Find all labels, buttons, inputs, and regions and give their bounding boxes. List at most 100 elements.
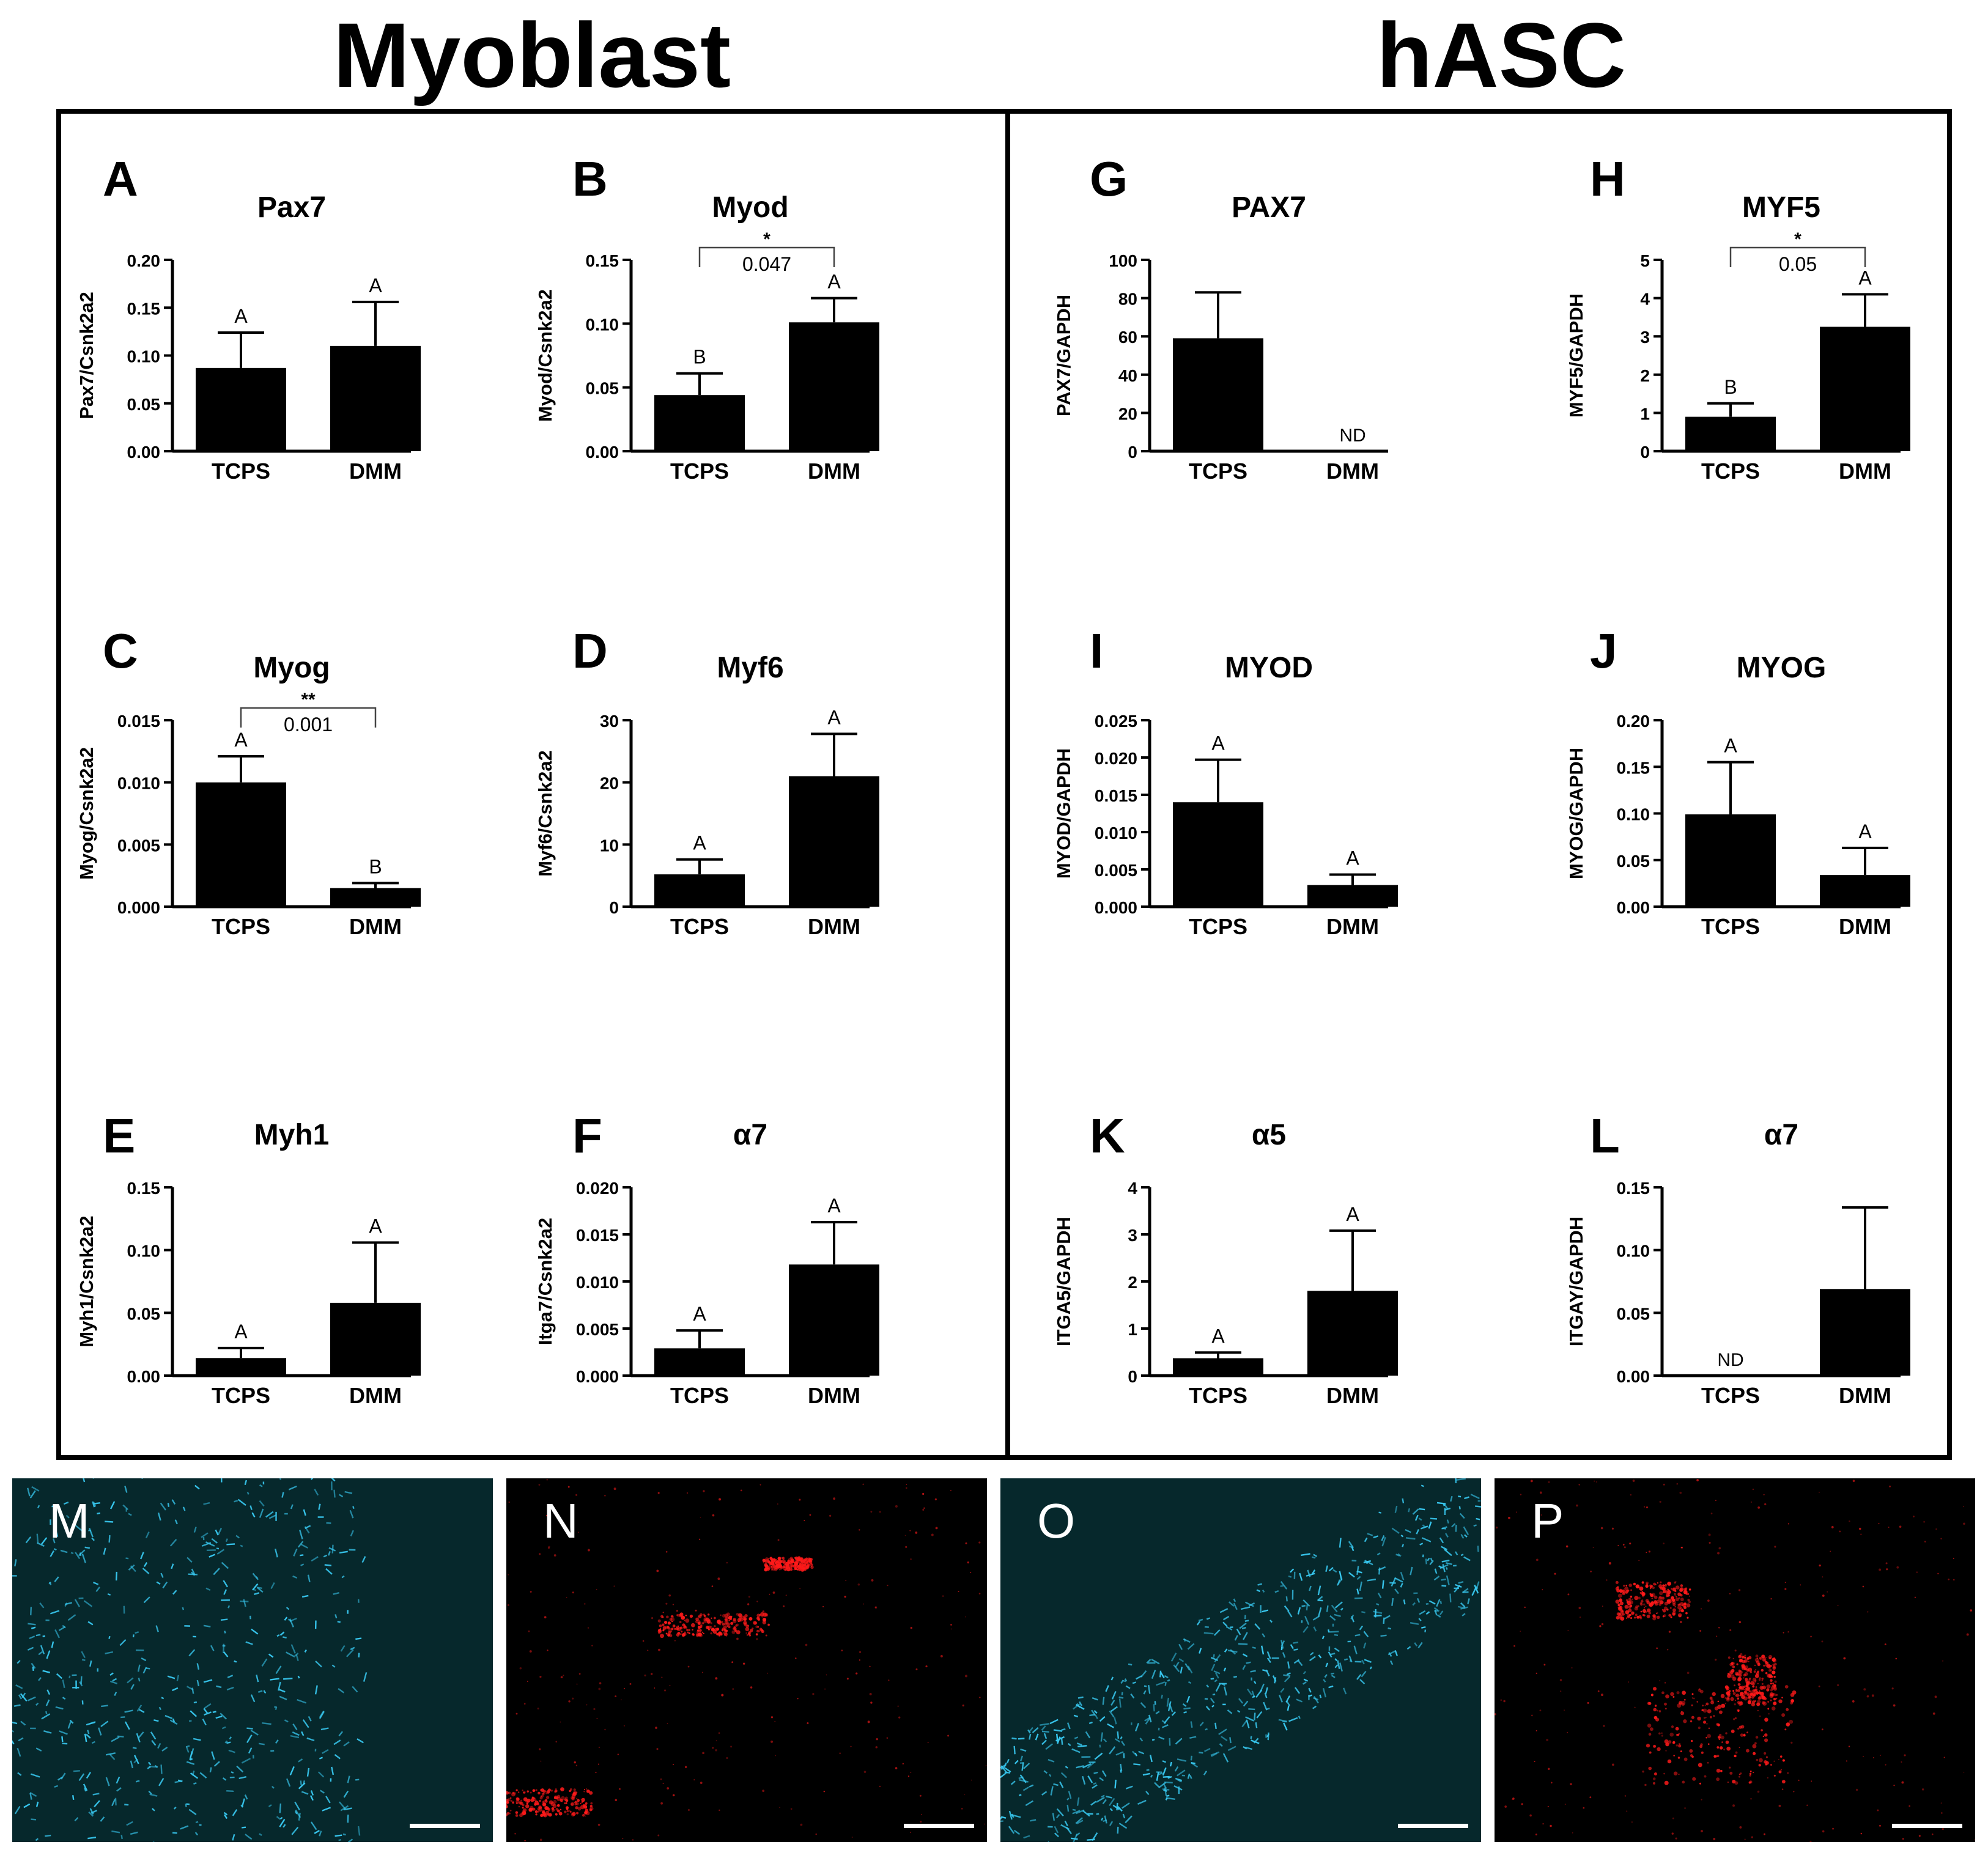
stain-mark <box>589 1804 593 1808</box>
stain-mark <box>805 1567 808 1569</box>
stain-mark <box>1710 1699 1714 1702</box>
stain-mark <box>1671 1725 1674 1728</box>
stain-mark <box>1672 1587 1676 1591</box>
cell-mark <box>1071 1748 1081 1753</box>
cell-mark <box>39 1602 45 1609</box>
stain-speck <box>1715 1500 1716 1502</box>
cell-mark <box>1023 1835 1030 1839</box>
cell-mark <box>309 1795 314 1801</box>
cell-mark <box>157 1742 161 1749</box>
y-tick-label: 0 <box>1128 443 1137 462</box>
cell-mark <box>1013 1746 1016 1755</box>
stain-mark <box>1691 1704 1693 1706</box>
cell-mark <box>53 1538 56 1544</box>
stain-mark <box>1731 1729 1735 1733</box>
cell-mark <box>1293 1659 1300 1664</box>
stain-mark <box>765 1559 769 1563</box>
cell-mark <box>50 1550 54 1557</box>
cell-mark <box>223 1812 228 1816</box>
stain-mark <box>1772 1670 1776 1675</box>
cell-mark <box>1441 1526 1447 1530</box>
cell-mark <box>349 1510 354 1519</box>
cell-mark <box>1227 1709 1233 1714</box>
stain-mark <box>1727 1781 1729 1783</box>
stain-mark <box>564 1810 567 1813</box>
cell-mark <box>1439 1610 1444 1615</box>
cell-mark <box>314 1685 318 1695</box>
cell-mark <box>1246 1661 1251 1664</box>
cell-mark <box>161 1746 168 1752</box>
cell-mark <box>1214 1672 1219 1679</box>
cell-mark <box>1105 1685 1109 1692</box>
cell-mark <box>253 1588 257 1591</box>
stain-mark <box>1682 1690 1686 1695</box>
stain-mark <box>1701 1751 1704 1754</box>
y-tick-label: 0.00 <box>1617 1367 1650 1386</box>
y-tick-label: 0.15 <box>127 1179 161 1198</box>
micro-image-n <box>506 1479 987 1842</box>
stain-speck <box>656 1748 659 1750</box>
cell-mark <box>42 1670 51 1673</box>
cell-mark <box>1076 1742 1082 1746</box>
stain-mark <box>519 1801 522 1805</box>
stain-speck <box>1935 1528 1937 1530</box>
stain-speck <box>1855 1788 1858 1791</box>
stain-mark <box>1756 1758 1759 1761</box>
stain-speck <box>1520 1494 1522 1495</box>
cell-mark <box>172 1687 179 1692</box>
stain-speck <box>1567 1593 1570 1596</box>
cell-mark <box>1203 1771 1208 1775</box>
cell-mark <box>1391 1527 1400 1534</box>
panel-letter: J <box>1590 624 1617 678</box>
cell-mark <box>297 1699 307 1704</box>
cell-mark <box>1381 1536 1386 1547</box>
stain-mark <box>1751 1696 1754 1699</box>
cell-mark <box>1252 1646 1256 1649</box>
stain-speck <box>711 1585 714 1587</box>
cell-mark <box>46 1689 51 1695</box>
cell-mark <box>136 1705 142 1712</box>
stain-speck <box>731 1661 734 1664</box>
cell-mark <box>1107 1723 1115 1728</box>
stain-speck <box>969 1571 972 1574</box>
cell-mark <box>1177 1758 1187 1762</box>
stain-speck <box>859 1529 860 1531</box>
stain-mark <box>1761 1687 1763 1689</box>
stain-mark <box>586 1789 590 1793</box>
cell-mark <box>298 1758 303 1763</box>
cell-mark <box>174 1780 183 1783</box>
stain-speck <box>919 1794 922 1797</box>
stain-mark <box>797 1565 799 1568</box>
stain-mark <box>1734 1754 1737 1758</box>
cell-mark <box>1144 1717 1151 1722</box>
stain-mark <box>1750 1770 1752 1772</box>
stain-speck <box>672 1794 675 1797</box>
y-axis-label: Myf6/Csnk2a2 <box>534 750 556 877</box>
stain-mark <box>545 1799 547 1801</box>
cell-mark <box>141 1657 147 1662</box>
stain-mark <box>558 1812 563 1816</box>
cell-mark <box>246 1492 249 1495</box>
stain-speck <box>1554 1572 1556 1575</box>
stain-speck <box>920 1821 922 1823</box>
stain-mark <box>1691 1716 1694 1719</box>
stain-mark <box>575 1791 578 1794</box>
cell-mark <box>196 1663 200 1670</box>
cell-mark <box>1158 1772 1163 1775</box>
cell-mark <box>69 1719 74 1724</box>
stain-mark <box>1709 1697 1713 1700</box>
nd-label: ND <box>1339 426 1365 446</box>
stain-mark <box>1781 1713 1786 1717</box>
cell-mark <box>1187 1643 1195 1650</box>
cell-mark <box>1266 1657 1271 1664</box>
stain-mark <box>1624 1604 1629 1609</box>
stain-mark <box>742 1617 747 1621</box>
cell-mark <box>54 1785 59 1788</box>
stain-mark <box>574 1802 575 1804</box>
stain-mark <box>1683 1757 1688 1761</box>
stain-speck <box>909 1832 911 1833</box>
stain-mark <box>1719 1746 1723 1750</box>
cell-mark <box>97 1512 100 1514</box>
stain-speck <box>1535 1672 1537 1675</box>
y-tick-label: 0.010 <box>576 1273 619 1292</box>
